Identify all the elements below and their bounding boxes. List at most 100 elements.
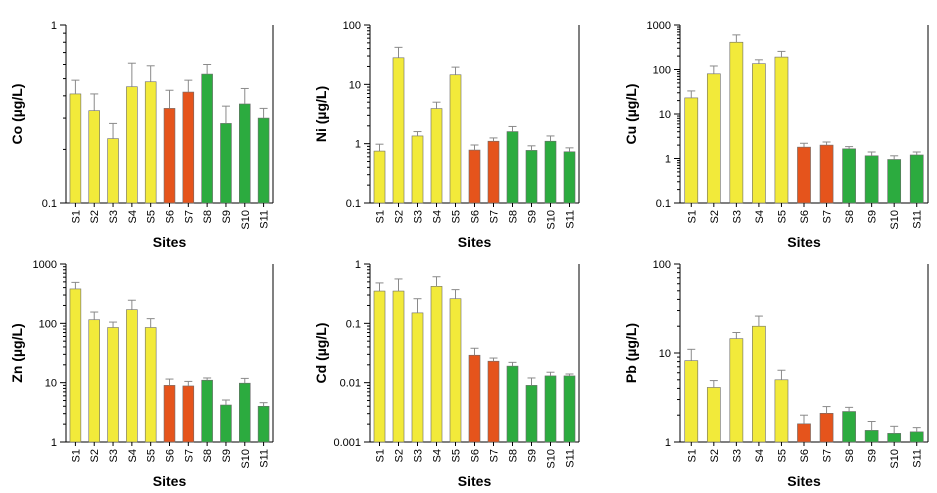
x-tick-label-s4: S4 (754, 210, 766, 223)
x-tick-label-s7: S7 (822, 210, 834, 223)
y-tick-label: 100 (343, 20, 361, 32)
x-tick-label-s5: S5 (146, 449, 158, 462)
y-tick-label: 10 (659, 348, 671, 360)
bar-s1 (684, 97, 699, 204)
bar-s3 (411, 312, 424, 443)
bar-s8 (506, 131, 519, 204)
x-tick-label-s10: S10 (240, 210, 252, 230)
bar-s8 (201, 73, 213, 204)
y-axis-title: Ni (µg/L) (313, 86, 329, 142)
x-tick-label-s11: S11 (912, 210, 924, 229)
x-tick-label-s1: S1 (70, 449, 82, 462)
x-tick-label-s6: S6 (165, 210, 177, 223)
x-tick-label-s2: S2 (394, 210, 406, 223)
x-tick-label-s9: S9 (867, 210, 879, 223)
x-tick-label-s2: S2 (89, 210, 101, 223)
x-tick-label-s1: S1 (70, 210, 82, 223)
y-tick-label: 1000 (647, 20, 671, 32)
x-tick-label-s4: S4 (127, 210, 139, 223)
y-axis-title: Co (µg/L) (9, 84, 25, 145)
x-tick-label-s3: S3 (731, 449, 743, 462)
x-tick-label-s9: S9 (867, 449, 879, 462)
y-tick-label: 1000 (33, 259, 57, 271)
y-axis-title: Cu (µg/L) (623, 84, 639, 145)
bar-s4 (430, 286, 443, 443)
x-tick-label-s4: S4 (432, 210, 444, 223)
bar-s7 (819, 144, 834, 204)
bar-s10 (239, 103, 251, 204)
bar-s9 (220, 404, 232, 443)
x-tick-label-s4: S4 (432, 449, 444, 462)
y-tick-label: 100 (39, 318, 57, 330)
x-axis-title: Sites (787, 234, 821, 250)
x-tick-label-s10: S10 (889, 210, 901, 230)
bar-s4 (126, 309, 138, 443)
y-tick-label: 1 (355, 139, 361, 151)
chart-panel-3: 0.1 1 10 100 1000 Cu (µg/L) S1 S2 S3 S4 S5 S6 S7 S8 S9… (623, 20, 929, 250)
x-tick-label-s10: S10 (889, 449, 901, 469)
x-tick-label-s3: S3 (413, 449, 425, 462)
bar-s7 (819, 413, 834, 443)
bar-s3 (107, 327, 119, 443)
bar-s3 (107, 138, 119, 204)
y-tick-label: 100 (653, 65, 671, 77)
x-tick-label-s5: S5 (451, 210, 463, 223)
x-tick-label-s4: S4 (754, 449, 766, 462)
bar-s11 (257, 405, 270, 443)
bar-s1 (69, 288, 82, 443)
bar-s9 (864, 430, 879, 443)
y-tick-label: 1 (355, 259, 361, 271)
x-tick-label-s10: S10 (546, 449, 558, 469)
bar-s11 (563, 375, 576, 443)
bar-s5 (774, 56, 789, 204)
bar-s1 (69, 93, 82, 204)
bar-s10 (887, 433, 902, 443)
bar-s10 (887, 159, 902, 204)
x-tick-label-s3: S3 (413, 210, 425, 223)
x-axis-title: Sites (787, 473, 821, 489)
y-tick-label: 100 (653, 259, 671, 271)
x-tick-label-s8: S8 (508, 449, 520, 462)
x-tick-label-s1: S1 (686, 210, 698, 223)
bar-s4 (752, 63, 766, 204)
x-tick-label-s2: S2 (89, 449, 101, 462)
bar-s7 (182, 91, 195, 204)
x-tick-label-s6: S6 (165, 449, 177, 462)
chart-panel-6: 1 10 100 Pb (µg/L) S1 S2 S3 S4 S5 S6 S7 S8 S9 S10 S11 S… (623, 259, 929, 489)
x-tick-label-s8: S8 (202, 449, 214, 462)
bar-s2 (88, 110, 100, 204)
bar-s6 (797, 146, 811, 204)
y-tick-label: 1 (51, 437, 57, 449)
x-tick-label-s2: S2 (709, 449, 721, 462)
bar-s9 (864, 155, 879, 204)
bar-s2 (392, 290, 405, 443)
bar-s5 (774, 379, 789, 443)
x-tick-label-s2: S2 (394, 449, 406, 462)
bar-s4 (430, 108, 443, 204)
bar-s11 (909, 431, 924, 443)
bar-s3 (729, 338, 744, 443)
bar-s5 (449, 74, 462, 204)
y-axis-title: Zn (µg/L) (9, 323, 25, 382)
x-tick-label-s1: S1 (375, 210, 387, 223)
bar-s1 (684, 360, 699, 443)
bar-s9 (525, 385, 538, 443)
bar-s2 (392, 57, 405, 204)
x-tick-label-s5: S5 (776, 210, 788, 223)
x-tick-label-s11: S11 (565, 449, 577, 468)
bar-s10 (239, 382, 251, 443)
x-tick-label-s8: S8 (844, 210, 856, 223)
bar-s1 (373, 290, 386, 443)
bar-s9 (220, 123, 232, 204)
chart-panel-4: 1 10 100 1000 Zn (µg/L) S1 S2 S3 S4 S5 S6 S7 S8 S9 S10… (9, 259, 274, 489)
bar-s7 (487, 140, 500, 204)
x-tick-label-s6: S6 (470, 449, 482, 462)
x-tick-label-s6: S6 (799, 449, 811, 462)
x-tick-label-s6: S6 (799, 210, 811, 223)
x-tick-label-s5: S5 (146, 210, 158, 223)
x-tick-label-s11: S11 (259, 449, 271, 468)
x-tick-label-s4: S4 (127, 449, 139, 462)
x-axis-title: Sites (153, 234, 187, 250)
x-tick-label-s9: S9 (527, 210, 539, 223)
